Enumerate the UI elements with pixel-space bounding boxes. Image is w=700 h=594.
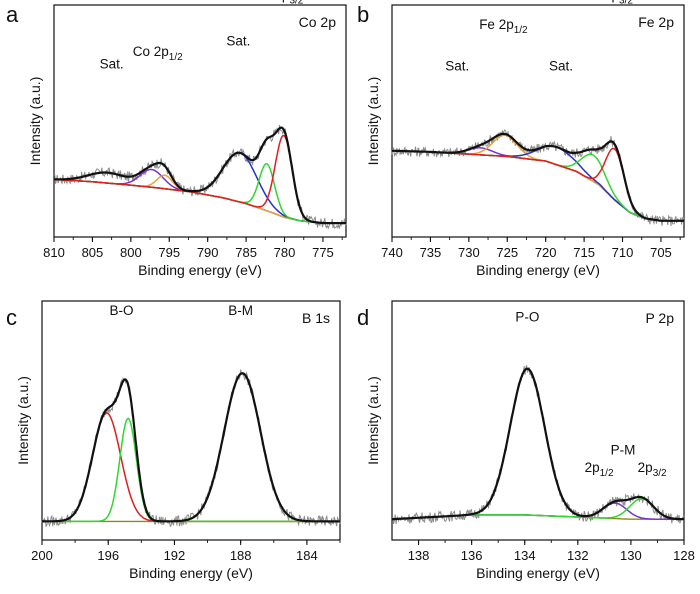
- peak-label: P-M: [611, 443, 636, 458]
- peak-label: Sat.: [226, 34, 250, 49]
- component-series: [391, 149, 684, 222]
- x-tick-label: 810: [43, 245, 65, 260]
- x-tick-label: 196: [97, 548, 119, 563]
- peak-label: Sat.: [445, 59, 469, 74]
- panel-letter: b: [357, 2, 369, 27]
- peak-label: Sat.: [100, 57, 124, 72]
- peak-label: Sat.: [549, 59, 573, 74]
- panel-b-fe-2p: b Fe 2p 740 735 730 725 720 715 710 705 Binding en…: [357, 0, 685, 278]
- x-tick-label: 200: [31, 548, 53, 563]
- x-tick-label: 134: [514, 548, 536, 563]
- raw-data-series: [391, 129, 685, 227]
- panel-d-p-2p: d P 2p 138 136 134 132 130 128 Binding energy (e…: [357, 300, 695, 581]
- raw-data-series: [41, 369, 341, 528]
- peak-label: P-O: [515, 309, 539, 324]
- x-tick-label: 192: [164, 548, 186, 563]
- x-tick-label: 800: [120, 245, 142, 260]
- component-series: [391, 147, 684, 222]
- x-tick-label: 805: [82, 245, 104, 260]
- component-series: [42, 412, 340, 523]
- x-axis-label: Binding energy (eV): [476, 262, 600, 278]
- panel-c-b-1s: c B 1s 200 196 192 188 184 Binding energy (eV) I…: [6, 300, 341, 581]
- peak-label: Co 2p1/2: [133, 44, 183, 63]
- plot-frame: [53, 4, 347, 238]
- panel-title: B 1s: [302, 310, 330, 326]
- background-series: [391, 150, 684, 222]
- x-tick-label: 705: [650, 245, 672, 260]
- x-tick-label: 775: [312, 245, 334, 260]
- panel-title: P 2p: [645, 310, 674, 326]
- x-tick-label: 710: [612, 245, 634, 260]
- y-axis-label: Intensity (a.u.): [27, 77, 43, 166]
- x-tick-label: 188: [230, 548, 252, 563]
- x-tick-label: 740: [381, 245, 403, 260]
- fit-envelope-series: [42, 372, 340, 523]
- y-axis-label: Intensity (a.u.): [365, 376, 381, 465]
- raw-data-series: [391, 365, 685, 525]
- x-tick-label: 184: [296, 548, 318, 563]
- x-tick-label: 735: [420, 245, 442, 260]
- peak-label: Fe 2p1/2: [479, 17, 528, 36]
- plot-frame: [391, 4, 685, 238]
- x-axis-label: Binding energy (eV): [129, 565, 253, 581]
- plot-frame: [391, 300, 685, 541]
- x-tick-label: 780: [274, 245, 296, 260]
- panel-letter: c: [6, 305, 17, 330]
- x-tick-label: 715: [573, 245, 595, 260]
- x-tick-label: 790: [197, 245, 219, 260]
- x-tick-label: 136: [461, 548, 483, 563]
- panel-title: Co 2p: [299, 14, 337, 30]
- peak-label: B-M: [228, 303, 253, 318]
- peak-label: Fe 2p3/2: [584, 0, 633, 7]
- x-tick-label: 720: [535, 245, 557, 260]
- peak-label: 2p3/2: [638, 460, 667, 479]
- fit-envelope-series: [392, 367, 684, 521]
- panel-title: Fe 2p: [638, 14, 674, 30]
- panel-letter: a: [6, 2, 19, 27]
- x-tick-label: 785: [235, 245, 257, 260]
- peak-label: B-O: [109, 303, 133, 318]
- x-tick-label: 128: [673, 548, 695, 563]
- fit-envelope-series: [53, 126, 346, 225]
- x-tick-label: 132: [567, 548, 589, 563]
- y-axis-label: Intensity (a.u.): [365, 77, 381, 166]
- x-tick-label: 795: [158, 245, 180, 260]
- fit-envelope-series: [391, 132, 684, 222]
- x-tick-label: 130: [620, 548, 642, 563]
- plot-frame: [41, 300, 341, 541]
- component-series: [391, 145, 684, 222]
- peak-label: Co 2p3/2: [253, 0, 303, 7]
- x-axis-label: Binding energy (eV): [476, 565, 600, 581]
- y-axis-label: Intensity (a.u.): [15, 376, 31, 465]
- x-tick-label: 138: [408, 548, 430, 563]
- panel-letter: d: [357, 305, 369, 330]
- x-axis-label: Binding energy (eV): [138, 262, 262, 278]
- panel-a-co-2p: a Co 2p 810 805 800 795 790 785 780 775 Binding en…: [6, 0, 347, 278]
- component-series: [42, 417, 340, 523]
- peak-label: 2p1/2: [585, 460, 614, 479]
- x-tick-label: 725: [496, 245, 518, 260]
- x-tick-label: 730: [458, 245, 480, 260]
